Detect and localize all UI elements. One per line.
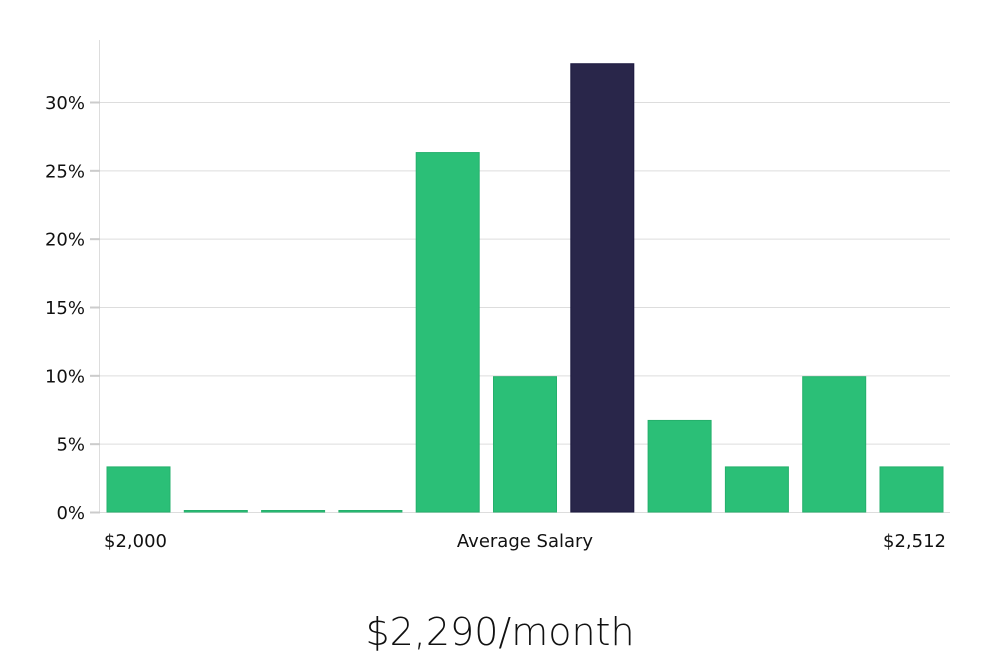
y-tick-label: 0% (56, 503, 85, 524)
bar (879, 466, 944, 513)
average-salary-value: $2,290/month (365, 610, 635, 654)
bars (106, 63, 944, 513)
y-axis-ticks: 0% 5% 10% 15% 20% 25% 30% (45, 93, 100, 524)
x-min-label: $2,000 (104, 531, 167, 552)
bar (261, 510, 326, 513)
bar (338, 510, 403, 513)
y-tick-label: 20% (45, 230, 85, 251)
bar (493, 376, 557, 513)
bar (802, 376, 867, 513)
y-tick-label: 10% (45, 366, 85, 387)
bar (183, 510, 248, 513)
x-max-label: $2,512 (883, 531, 946, 552)
y-tick-label: 5% (56, 435, 85, 456)
y-tick-label: 25% (45, 161, 85, 182)
gridlines (100, 102, 950, 513)
y-tick-label: 30% (45, 93, 85, 114)
y-tick-label: 15% (45, 298, 85, 319)
bar-highlighted (570, 63, 635, 513)
bar (724, 466, 789, 513)
bar (106, 466, 171, 513)
x-axis-label: Average Salary (457, 531, 594, 552)
bar (415, 152, 480, 513)
bar (647, 419, 712, 513)
